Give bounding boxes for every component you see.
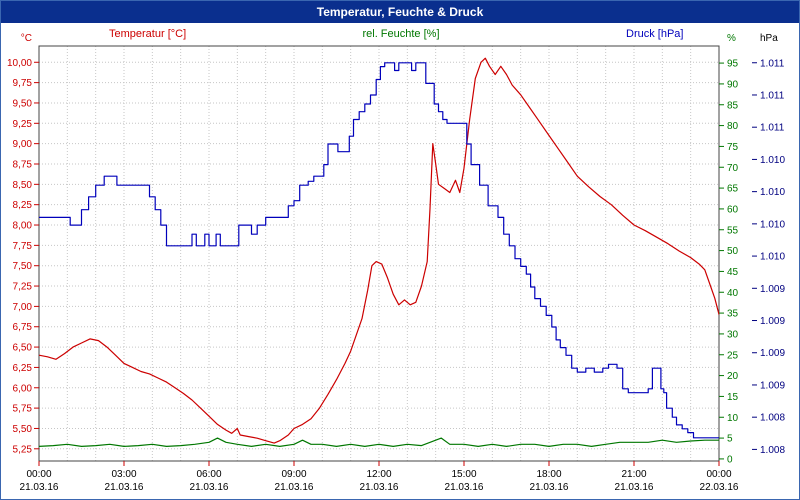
date-tick-label: 21.03.16 [615, 482, 654, 493]
time-tick-label: 00:00 [26, 469, 51, 480]
celsius-tick-label: 6,00 [13, 383, 33, 394]
celsius-tick-label: 7,00 [13, 302, 33, 313]
celsius-tick-label: 6,25 [13, 363, 33, 374]
percent-unit-label: % [727, 33, 736, 44]
percent-tick-label: 20 [727, 371, 739, 382]
percent-tick-label: 35 [727, 309, 739, 320]
percent-tick-label: 60 [727, 204, 739, 215]
celsius-tick-label: 5,50 [13, 424, 33, 435]
celsius-tick-label: 7,75 [13, 241, 33, 252]
percent-tick-label: 5 [727, 434, 733, 445]
percent-tick-label: 75 [727, 142, 739, 153]
percent-tick-label: 55 [727, 225, 739, 236]
date-tick-label: 21.03.16 [275, 482, 314, 493]
date-tick-label: 21.03.16 [445, 482, 484, 493]
celsius-tick-label: 7,25 [13, 282, 33, 293]
pressure-line [39, 62, 719, 439]
celsius-tick-label: 10,00 [7, 58, 32, 69]
axis-units: °C% hPa [21, 33, 778, 44]
date-tick-label: 21.03.16 [360, 482, 399, 493]
date-tick-label: 22.03.16 [700, 482, 739, 493]
temperature-line [38, 57, 720, 444]
time-axis: 00:00 21.03.16 03:00 21.03.16 06:00 21.03.16 0… [20, 461, 739, 493]
percent-tick-label: 0 [727, 454, 733, 465]
celsius-tick-label: 8,25 [13, 200, 33, 211]
date-tick-label: 21.03.16 [190, 482, 229, 493]
percent-tick-label: 65 [727, 184, 739, 195]
hpa-tick-label: 1.008 [760, 445, 785, 456]
hpa-tick-label: 1.009 [760, 284, 785, 295]
celsius-axis: 10,00 9,75 9,50 9,25 9,00 8,75 8,50 8,25 8,00 7,7… [7, 58, 39, 455]
legend-temperature: Temperatur [°C] [109, 28, 186, 40]
percent-tick-label: 85 [727, 100, 739, 111]
hpa-axis: 1.011 1.011 1.011 1.010 1.010 1.010 1.010 1.009… [752, 58, 785, 456]
celsius-tick-label: 7,50 [13, 261, 33, 272]
time-tick-label: 12:00 [366, 469, 391, 480]
celsius-tick-label: 8,50 [13, 180, 33, 191]
time-tick-label: 03:00 [111, 469, 136, 480]
celsius-tick-label: 9,00 [13, 139, 33, 150]
percent-tick-label: 70 [727, 163, 739, 174]
percent-tick-label: 10 [727, 413, 739, 424]
celsius-unit-label: °C [21, 33, 32, 44]
celsius-tick-label: 5,75 [13, 404, 33, 415]
hpa-tick-label: 1.008 [760, 413, 785, 424]
time-tick-label: 15:00 [451, 469, 476, 480]
hpa-tick-label: 1.010 [760, 219, 785, 230]
celsius-tick-label: 9,50 [13, 98, 33, 109]
percent-tick-label: 90 [727, 79, 739, 90]
celsius-tick-label: 9,25 [13, 119, 33, 130]
hpa-unit-label: hPa [760, 33, 778, 44]
hpa-tick-label: 1.009 [760, 316, 785, 327]
percent-tick-label: 25 [727, 350, 739, 361]
time-tick-label: 06:00 [196, 469, 221, 480]
percent-tick-label: 95 [727, 59, 739, 70]
time-tick-label: 18:00 [536, 469, 561, 480]
hpa-tick-label: 1.009 [760, 380, 785, 391]
hpa-tick-label: 1.011 [760, 58, 785, 69]
percent-tick-label: 45 [727, 267, 739, 278]
time-tick-label: 21:00 [621, 469, 646, 480]
hpa-tick-label: 1.010 [760, 187, 785, 198]
date-tick-label: 21.03.16 [530, 482, 569, 493]
hpa-tick-label: 1.010 [760, 252, 785, 263]
percent-tick-label: 30 [727, 329, 739, 340]
date-tick-label: 21.03.16 [20, 482, 59, 493]
humidity-line [38, 437, 719, 447]
legend-humidity: rel. Feuchte [%] [362, 28, 439, 40]
weather-chart: 10,00 9,75 9,50 9,25 9,00 8,75 8,50 8,25 8,00 7,7… [7, 28, 785, 493]
legend: Temperatur [°C] rel. Feuchte [%] Druck [hP… [109, 28, 683, 40]
hpa-tick-label: 1.009 [760, 348, 785, 359]
time-tick-label: 00:00 [706, 469, 731, 480]
celsius-tick-label: 6,50 [13, 343, 33, 354]
time-tick-label: 09:00 [281, 469, 306, 480]
gridlines [39, 46, 719, 461]
percent-tick-label: 15 [727, 392, 739, 403]
hpa-tick-label: 1.011 [760, 123, 785, 134]
date-tick-label: 21.03.16 [105, 482, 144, 493]
percent-tick-label: 40 [727, 288, 739, 299]
celsius-tick-label: 8,00 [13, 221, 33, 232]
legend-pressure: Druck [hPa] [626, 28, 683, 40]
celsius-tick-label: 9,75 [13, 78, 33, 89]
hpa-tick-label: 1.010 [760, 155, 785, 166]
window-title: Temperatur, Feuchte & Druck [1, 1, 799, 23]
hpa-tick-label: 1.011 [760, 90, 785, 101]
celsius-tick-label: 8,75 [13, 159, 33, 170]
percent-tick-label: 80 [727, 121, 739, 132]
celsius-tick-label: 5,25 [13, 444, 33, 455]
celsius-tick-label: 6,75 [13, 322, 33, 333]
percent-tick-label: 50 [727, 246, 739, 257]
